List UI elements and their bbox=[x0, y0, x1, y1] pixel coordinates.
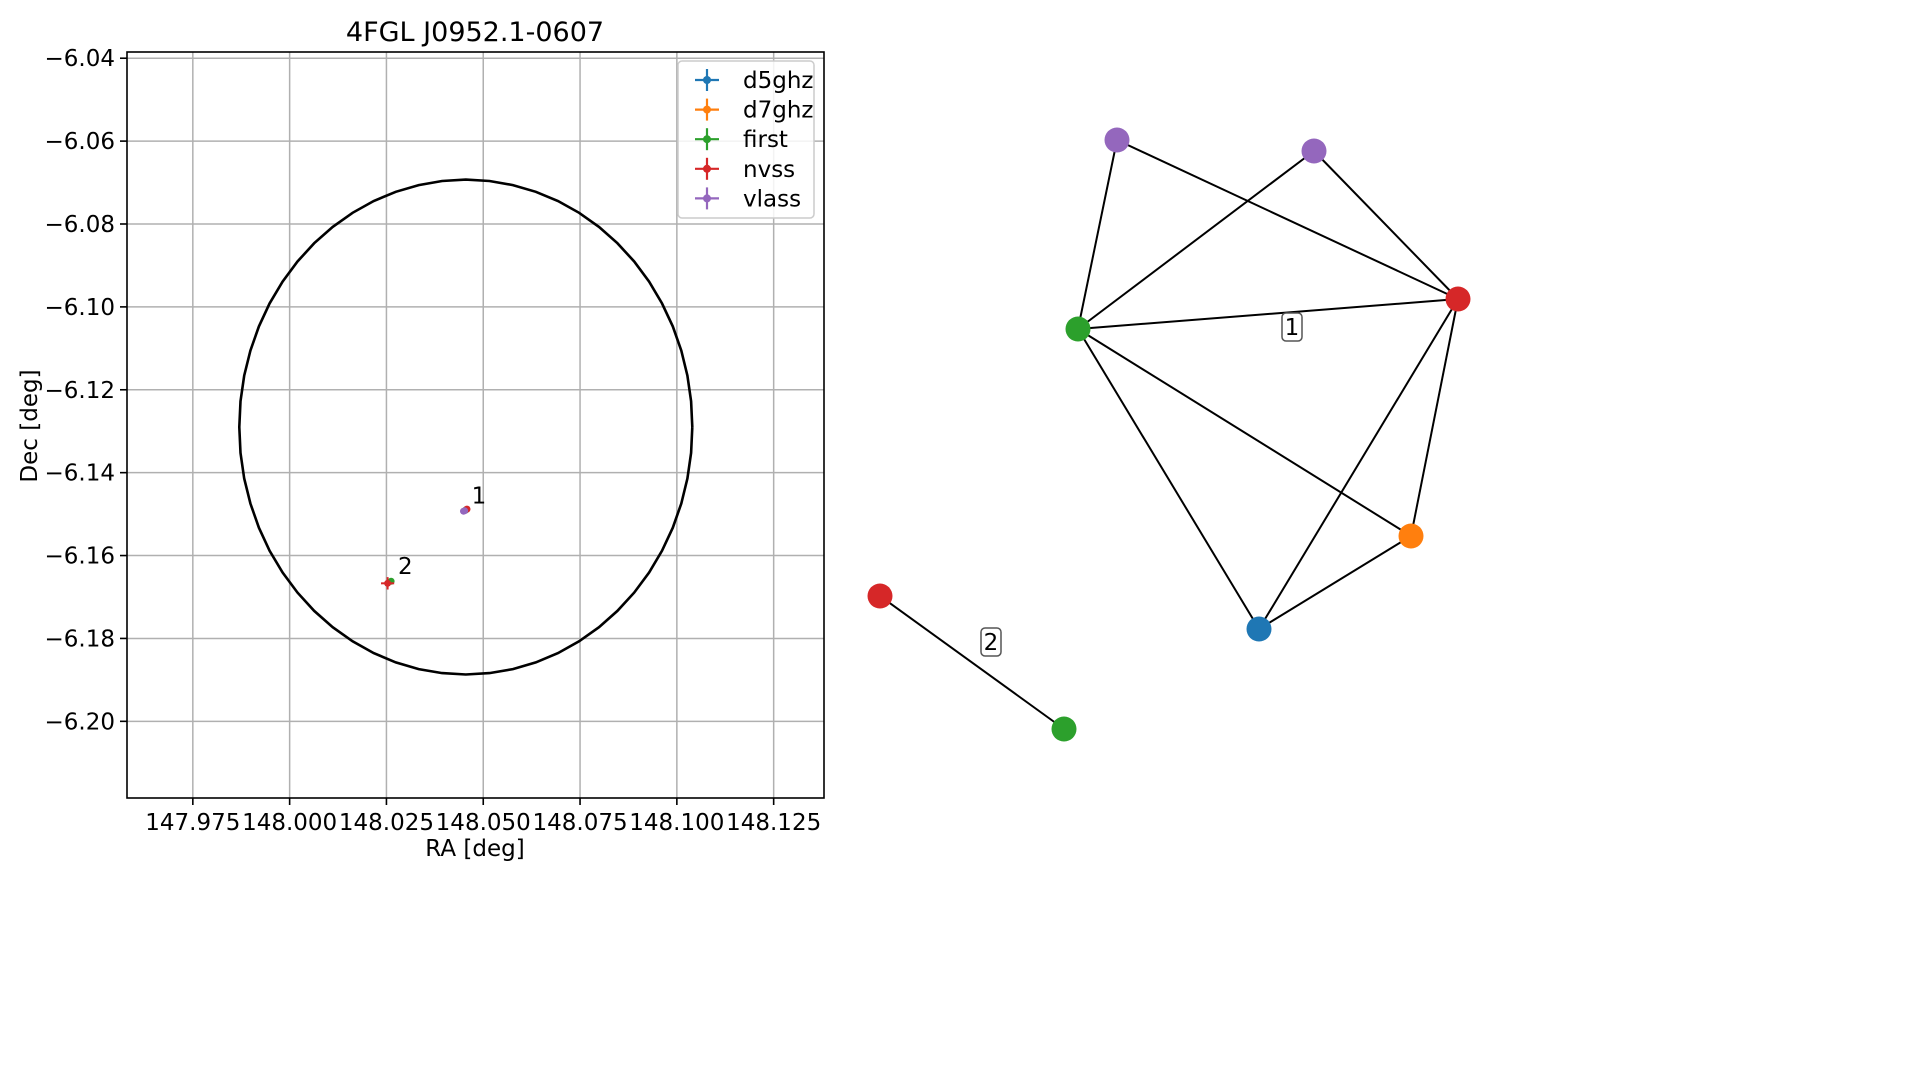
node-green_1 bbox=[1065, 316, 1091, 342]
x-axis-ticks: 147.975 148.000 148.025 148.050 148.075 148.1… bbox=[145, 798, 821, 836]
network-graph: 12 bbox=[867, 127, 1471, 742]
data-points bbox=[381, 505, 471, 590]
legend-item-nvss: nvss bbox=[695, 157, 795, 183]
edge-red_2-green_2 bbox=[879, 595, 1065, 730]
edge-purple_b-red_1 bbox=[1313, 150, 1459, 300]
point-annotations: 12 bbox=[398, 484, 486, 580]
legend-label: d5ghz bbox=[743, 68, 813, 94]
x-tick-label: 148.125 bbox=[726, 810, 821, 836]
legend-label: vlass bbox=[743, 186, 801, 212]
legend-items: d5ghz d7ghz first nvss vlass bbox=[695, 68, 813, 212]
y-tick-label: −6.20 bbox=[45, 709, 115, 735]
x-tick-label: 148.100 bbox=[629, 810, 724, 836]
y-axis-label: Dec [deg] bbox=[17, 369, 43, 482]
edge-purple_a-red_1 bbox=[1116, 139, 1459, 300]
x-axis-label: RA [deg] bbox=[425, 836, 524, 862]
legend: d5ghz d7ghz first nvss vlass bbox=[677, 60, 815, 219]
edge-green_1-blue_1 bbox=[1077, 328, 1260, 630]
circle-outline bbox=[237, 178, 694, 676]
edge-red_1-blue_1 bbox=[1258, 298, 1459, 630]
group-labels: 12 bbox=[980, 312, 1303, 657]
node-blue_1 bbox=[1246, 616, 1272, 642]
node-purple_a bbox=[1104, 127, 1130, 153]
edge-red_1-orange_1 bbox=[1410, 298, 1459, 537]
scatter-chart: 12 147.975 148.000 148.025 148.050 148.075 14… bbox=[17, 17, 825, 862]
node-orange_1 bbox=[1398, 523, 1424, 549]
y-tick-label: −6.16 bbox=[45, 544, 115, 570]
localization-circle bbox=[237, 178, 694, 676]
legend-item-first: first bbox=[695, 127, 788, 153]
point-marker bbox=[459, 507, 467, 515]
y-axis-ticks: −6.04 −6.06 −6.08 −6.10 −6.12 −6.14 −6.16 −6.18… bbox=[45, 46, 127, 735]
annotation-2: 2 bbox=[398, 554, 413, 580]
node-purple_b bbox=[1301, 138, 1327, 164]
group-label-box bbox=[1281, 312, 1303, 342]
point-nvss bbox=[381, 577, 395, 590]
legend-label: nvss bbox=[743, 157, 795, 183]
point-marker bbox=[384, 579, 392, 587]
x-tick-label: 148.075 bbox=[532, 810, 627, 836]
y-tick-label: −6.06 bbox=[45, 129, 115, 155]
legend-marker bbox=[703, 135, 711, 144]
group-label-box bbox=[980, 627, 1002, 657]
node-red_1 bbox=[1445, 286, 1471, 312]
x-tick-label: 148.050 bbox=[436, 810, 531, 836]
legend-marker bbox=[703, 164, 711, 173]
y-tick-label: −6.08 bbox=[45, 212, 115, 238]
x-tick-label: 148.025 bbox=[339, 810, 434, 836]
point-vlass bbox=[459, 507, 467, 515]
group-label-text: 2 bbox=[984, 630, 999, 656]
chart-title: 4FGL J0952.1-0607 bbox=[346, 17, 604, 48]
x-tick-label: 147.975 bbox=[145, 810, 240, 836]
plot-frame bbox=[126, 51, 825, 799]
network-nodes bbox=[867, 127, 1471, 742]
legend-marker bbox=[703, 105, 711, 114]
node-green_2 bbox=[1051, 716, 1077, 742]
y-tick-label: −6.12 bbox=[45, 378, 115, 404]
node-red_2 bbox=[867, 583, 893, 609]
edge-orange_1-blue_1 bbox=[1258, 535, 1412, 630]
y-tick-label: −6.18 bbox=[45, 626, 115, 652]
edge-purple_a-green_1 bbox=[1077, 139, 1118, 330]
legend-item-d5ghz: d5ghz bbox=[695, 68, 813, 94]
legend-label: first bbox=[743, 127, 788, 153]
legend-box bbox=[677, 60, 815, 219]
annotation-1: 1 bbox=[472, 484, 487, 510]
y-tick-label: −6.14 bbox=[45, 461, 115, 487]
y-tick-label: −6.04 bbox=[45, 46, 115, 72]
group-label-text: 1 bbox=[1285, 315, 1300, 341]
legend-item-vlass: vlass bbox=[695, 186, 801, 212]
legend-item-d7ghz: d7ghz bbox=[695, 98, 813, 124]
legend-label: d7ghz bbox=[743, 98, 813, 124]
group-label-2: 2 bbox=[980, 627, 1002, 657]
group-label-1: 1 bbox=[1281, 312, 1303, 342]
edge-green_1-red_1 bbox=[1077, 298, 1459, 330]
network-edges bbox=[879, 139, 1459, 730]
legend-marker bbox=[703, 194, 711, 203]
y-tick-label: −6.10 bbox=[45, 295, 115, 321]
legend-marker bbox=[703, 76, 711, 84]
edge-green_1-orange_1 bbox=[1077, 328, 1412, 537]
x-tick-label: 148.000 bbox=[242, 810, 337, 836]
edge-purple_b-green_1 bbox=[1077, 150, 1315, 330]
